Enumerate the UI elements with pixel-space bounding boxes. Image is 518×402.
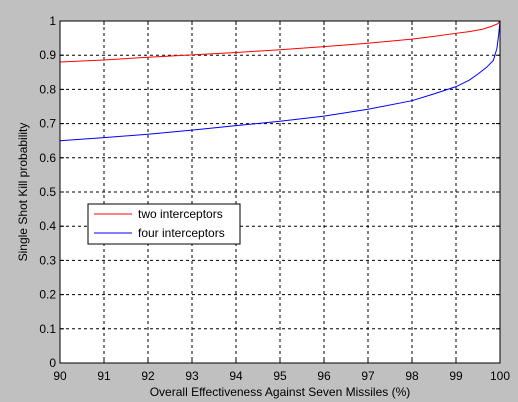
x-tick-label: 99 bbox=[449, 369, 463, 383]
y-tick-label: 0.3 bbox=[39, 253, 56, 267]
y-tick-label: 0.6 bbox=[39, 151, 56, 165]
y-axis-label: Single Shot Kill probability bbox=[16, 123, 30, 262]
x-axis-label: Overall Effectiveness Against Seven Miss… bbox=[150, 385, 411, 399]
x-tick-label: 92 bbox=[141, 369, 155, 383]
series-line-two-interceptors bbox=[59, 20, 501, 63]
legend-label-four-interceptors: four interceptors bbox=[138, 226, 225, 240]
legend-label-two-interceptors: two interceptors bbox=[138, 207, 223, 221]
ticks bbox=[59, 20, 501, 364]
x-tick-label: 96 bbox=[317, 369, 331, 383]
y-tick-label: 0.1 bbox=[39, 322, 56, 336]
x-tick-label: 94 bbox=[229, 369, 243, 383]
legend-box bbox=[87, 203, 241, 245]
y-tick-label: 0.2 bbox=[39, 288, 56, 302]
y-tick-label: 1 bbox=[49, 14, 56, 28]
y-tick-label: 0.5 bbox=[39, 185, 56, 199]
y-tick-label: 0.9 bbox=[39, 48, 56, 62]
y-tick-label: 0.4 bbox=[39, 219, 56, 233]
legend: two interceptors four interceptors bbox=[87, 203, 241, 245]
x-tick-label: 98 bbox=[405, 369, 419, 383]
y-tick-labels: 0 0.1 0.2 0.3 0.4 0.5 0.6 0.7 0.8 0.9 1 bbox=[39, 14, 56, 370]
y-tick-label: 0.7 bbox=[39, 117, 56, 131]
x-tick-label: 91 bbox=[97, 369, 111, 383]
x-tick-label: 93 bbox=[185, 369, 199, 383]
x-tick-labels: 90 91 92 93 94 95 96 97 98 99 100 bbox=[53, 369, 510, 383]
y-tick-label: 0.8 bbox=[39, 82, 56, 96]
series-layer bbox=[59, 20, 501, 142]
x-tick-label: 97 bbox=[361, 369, 375, 383]
y-tick-label: 0 bbox=[49, 356, 56, 370]
x-tick-label: 90 bbox=[53, 369, 67, 383]
series-line-four-interceptors bbox=[59, 20, 501, 142]
grid bbox=[60, 21, 500, 363]
x-tick-label: 100 bbox=[490, 369, 510, 383]
x-tick-label: 95 bbox=[273, 369, 287, 383]
